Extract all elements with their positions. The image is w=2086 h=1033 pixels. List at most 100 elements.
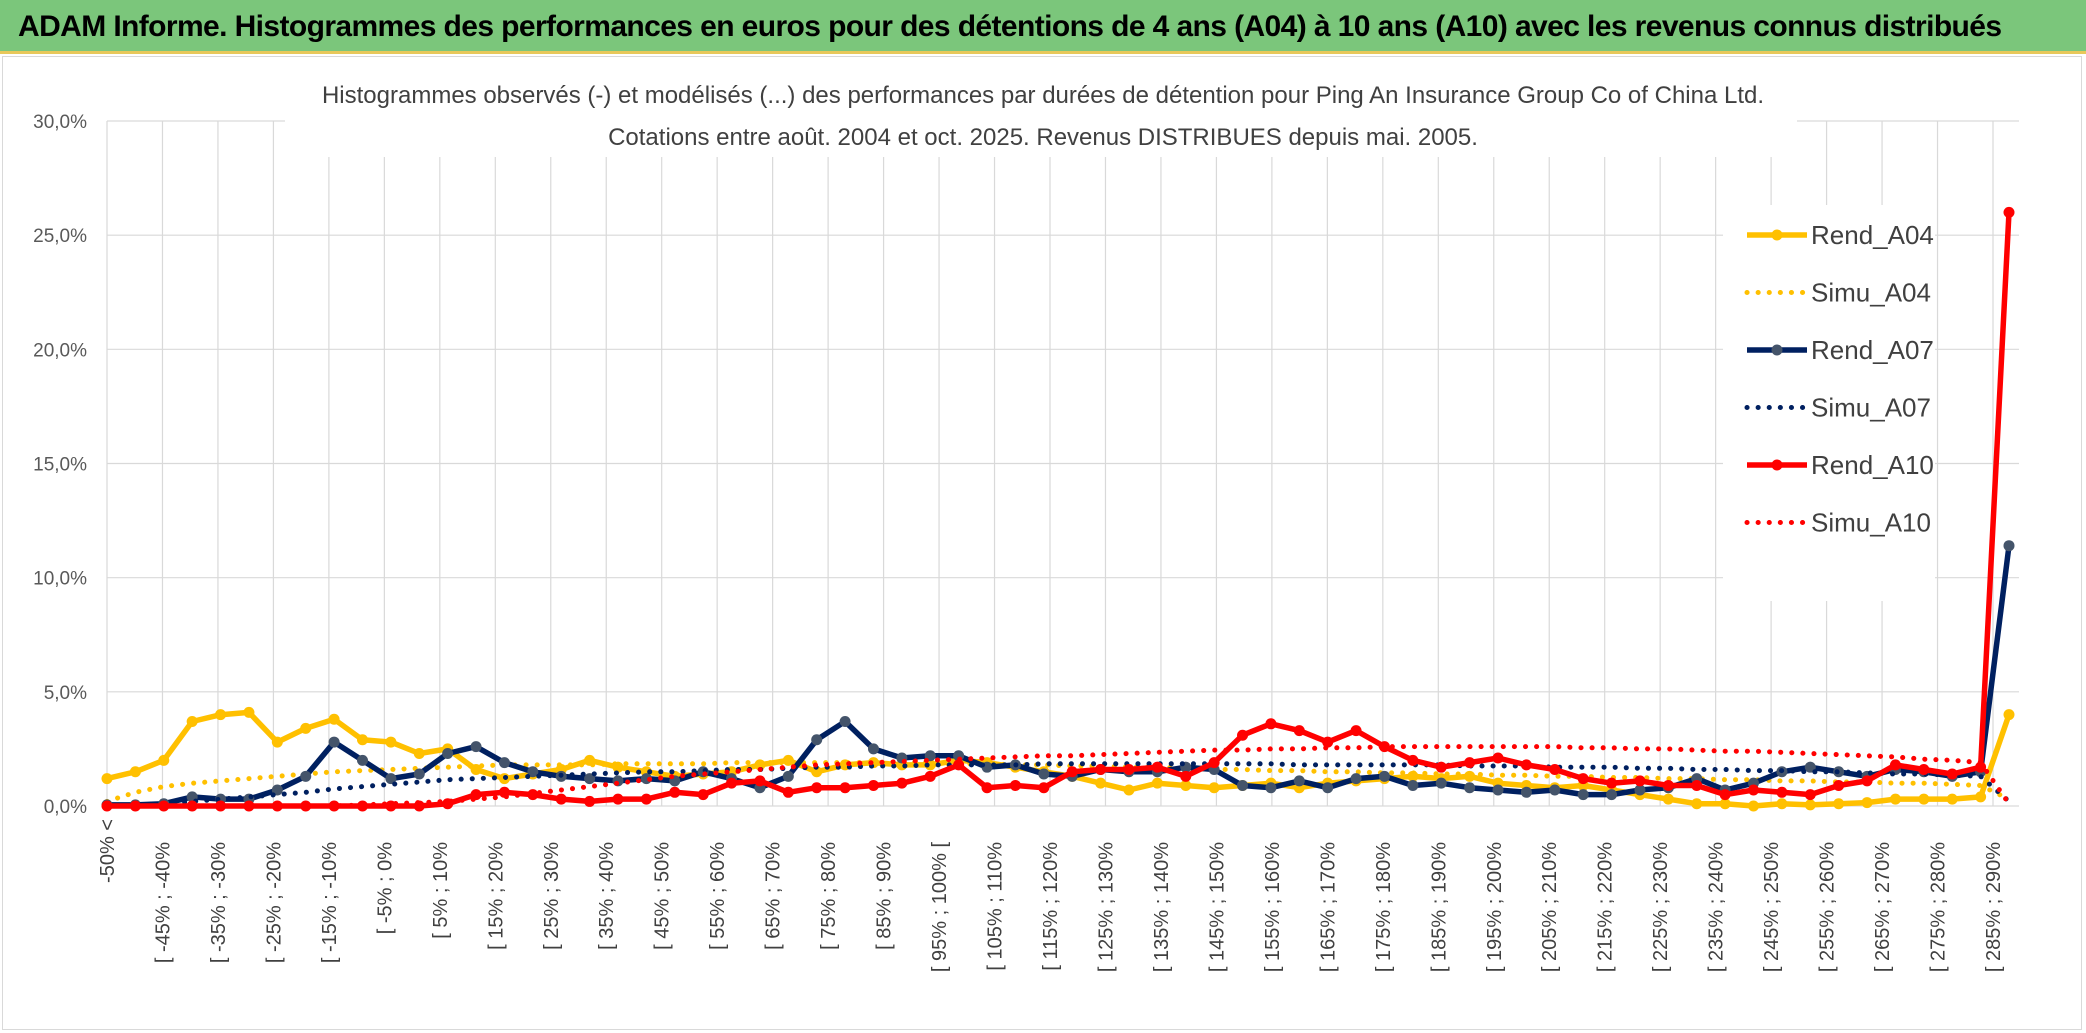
data-point bbox=[1293, 725, 1305, 737]
data-point bbox=[1123, 784, 1135, 796]
data-point bbox=[612, 793, 624, 805]
data-point bbox=[867, 743, 879, 755]
x-tick-label: [ 115% ; 120% bbox=[1040, 842, 1062, 971]
data-point bbox=[1265, 782, 1277, 794]
data-point bbox=[1151, 761, 1163, 773]
data-point bbox=[1520, 759, 1532, 771]
x-tick-label: [ 155% ; 160% bbox=[1262, 842, 1284, 972]
y-tick-label: 15,0% bbox=[33, 455, 87, 476]
data-point bbox=[782, 770, 794, 782]
data-point bbox=[271, 784, 283, 796]
data-point bbox=[101, 773, 113, 785]
chart-title: Histogrammes observés (-) et modélisés (… bbox=[322, 82, 1764, 109]
data-point bbox=[413, 747, 425, 759]
data-point bbox=[1520, 786, 1532, 798]
legend-label: Simu_A07 bbox=[1811, 393, 1931, 423]
data-point bbox=[1095, 777, 1107, 789]
data-point bbox=[129, 766, 141, 778]
x-tick-label: [ 25% ; 30% bbox=[541, 842, 563, 950]
data-point bbox=[697, 789, 709, 801]
x-tick-label: [ 125% ; 130% bbox=[1095, 842, 1117, 972]
legend-label: Rend_A04 bbox=[1811, 220, 1934, 250]
data-point bbox=[1833, 779, 1845, 791]
data-point bbox=[356, 734, 368, 746]
x-tick-label: [ 75% ; 80% bbox=[818, 842, 840, 950]
data-point bbox=[356, 754, 368, 766]
data-point bbox=[896, 777, 908, 789]
data-point bbox=[498, 757, 510, 769]
data-point bbox=[1946, 793, 1958, 805]
data-point bbox=[1322, 736, 1334, 748]
data-point bbox=[186, 800, 198, 812]
legend-label: Rend_A07 bbox=[1811, 335, 1934, 365]
x-tick-label: [ 245% ; 250% bbox=[1761, 842, 1783, 972]
x-tick-label: [ 35% ; 40% bbox=[596, 842, 618, 950]
data-point bbox=[811, 734, 823, 746]
data-point bbox=[867, 779, 879, 791]
data-point bbox=[1975, 761, 1987, 773]
banner: ADAM Informe. Histogrammes des performan… bbox=[0, 0, 2086, 54]
data-point bbox=[2003, 709, 2015, 721]
chart-area: 0,0% 5,0% 10,0% 15,0% 20,0% 25,0% 30,0% -50% <… bbox=[2, 56, 2082, 1030]
data-point bbox=[839, 716, 851, 728]
x-tick-label: [ 265% ; 270% bbox=[1872, 842, 1894, 972]
series-lines bbox=[101, 206, 2015, 812]
data-point bbox=[584, 795, 596, 807]
data-point bbox=[924, 770, 936, 782]
x-tick-label: [ 175% ; 180% bbox=[1373, 842, 1395, 972]
legend-label: Simu_A04 bbox=[1811, 278, 1931, 308]
data-point bbox=[1378, 770, 1390, 782]
data-point bbox=[1833, 798, 1845, 810]
data-point bbox=[754, 775, 766, 787]
legend-marker bbox=[1771, 229, 1783, 241]
x-tick-label: -50% < bbox=[97, 819, 119, 883]
data-point bbox=[1918, 763, 1930, 775]
data-point bbox=[1861, 775, 1873, 787]
x-tick-label: [ 215% ; 220% bbox=[1595, 842, 1617, 972]
x-tick-label: [ 15% ; 20% bbox=[485, 842, 507, 950]
data-point bbox=[1889, 793, 1901, 805]
data-point bbox=[811, 766, 823, 778]
data-point bbox=[385, 736, 397, 748]
data-point bbox=[129, 800, 141, 812]
data-point bbox=[1577, 773, 1589, 785]
data-point bbox=[1606, 777, 1618, 789]
data-point bbox=[2003, 540, 2015, 552]
data-point bbox=[442, 747, 454, 759]
y-axis-ticks: 0,0% 5,0% 10,0% 15,0% 20,0% 25,0% 30,0% bbox=[33, 112, 87, 818]
data-point bbox=[1378, 741, 1390, 753]
data-point bbox=[584, 773, 596, 785]
x-tick-label: [ -5% ; 0% bbox=[374, 842, 396, 934]
x-tick-label: [ 285% ; 290% bbox=[1983, 842, 2005, 972]
data-point bbox=[1577, 789, 1589, 801]
data-point bbox=[1691, 798, 1703, 810]
x-tick-label: [ 105% ; 110% bbox=[985, 842, 1007, 971]
data-point bbox=[839, 782, 851, 794]
data-point bbox=[1237, 729, 1249, 741]
data-point bbox=[271, 736, 283, 748]
data-point bbox=[1180, 770, 1192, 782]
legend-marker bbox=[1771, 344, 1783, 356]
data-point bbox=[1350, 773, 1362, 785]
data-point bbox=[1606, 789, 1618, 801]
y-tick-label: 20,0% bbox=[33, 340, 87, 361]
legend: Rend_A04 Simu_A04 Rend_A07 Simu_A07 Rend_A10… bbox=[1723, 205, 1935, 601]
x-tick-label: [ 95% ; 100% [ bbox=[929, 842, 951, 973]
data-point bbox=[1691, 779, 1703, 791]
legend-label: Rend_A10 bbox=[1811, 450, 1934, 480]
x-tick-label: [ 255% ; 260% bbox=[1817, 842, 1839, 972]
data-point bbox=[953, 759, 965, 771]
data-point bbox=[1975, 791, 1987, 803]
data-point bbox=[1464, 782, 1476, 794]
x-tick-label: [ 205% ; 210% bbox=[1539, 842, 1561, 972]
data-point bbox=[1350, 725, 1362, 737]
title-backdrop bbox=[285, 61, 1797, 157]
y-tick-label: 30,0% bbox=[33, 112, 87, 133]
data-point bbox=[1804, 799, 1816, 811]
y-tick-label: 25,0% bbox=[33, 226, 87, 247]
x-axis-ticks: -50% < [ -45% ; -40% [ -35% ; -30% [ -25% ;… bbox=[97, 819, 2005, 972]
data-point bbox=[1009, 779, 1021, 791]
x-tick-label: [ 235% ; 240% bbox=[1706, 842, 1728, 972]
data-point bbox=[1634, 784, 1646, 796]
data-point bbox=[981, 782, 993, 794]
